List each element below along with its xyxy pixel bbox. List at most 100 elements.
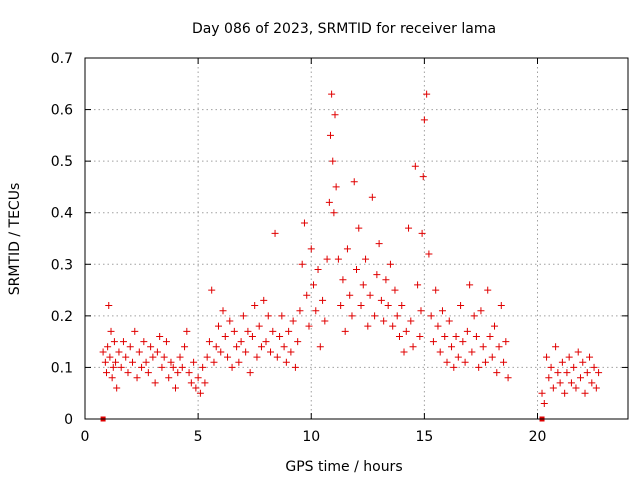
data-point <box>181 343 189 351</box>
y-tick-label: 0.7 <box>51 51 73 67</box>
data-point <box>178 363 186 371</box>
data-point <box>267 348 275 356</box>
data-point <box>328 90 336 98</box>
data-point <box>278 312 286 320</box>
data-point <box>417 307 425 315</box>
data-point <box>319 296 327 304</box>
data-point <box>547 363 555 371</box>
data-point <box>269 327 277 335</box>
data-point <box>357 302 365 310</box>
data-point <box>479 343 487 351</box>
data-point <box>246 369 254 377</box>
data-point <box>348 312 356 320</box>
data-point <box>185 369 193 377</box>
data-point <box>271 229 279 237</box>
data-point <box>393 312 401 320</box>
x-tick-label: 5 <box>194 429 203 445</box>
data-point <box>590 363 598 371</box>
data-point <box>563 369 571 377</box>
data-point <box>151 379 159 387</box>
data-point <box>545 374 553 382</box>
data-point <box>235 358 243 366</box>
data-point <box>201 379 209 387</box>
data-point <box>105 302 113 310</box>
data-point <box>576 374 584 382</box>
data-point <box>174 369 182 377</box>
data-point <box>504 374 512 382</box>
data-point <box>468 348 476 356</box>
data-point <box>153 348 161 356</box>
data-point <box>140 338 148 346</box>
data-point <box>368 193 376 201</box>
data-point <box>169 363 177 371</box>
data-point <box>257 343 265 351</box>
data-point <box>481 358 489 366</box>
data-point <box>208 286 216 294</box>
data-point <box>115 348 123 356</box>
y-tick-label: 0.3 <box>51 257 73 273</box>
data-point <box>567 379 575 387</box>
y-axis-label: SRMTID / TECUs <box>7 183 23 296</box>
data-point <box>549 384 557 392</box>
data-point <box>556 379 564 387</box>
data-point <box>285 327 293 335</box>
data-point <box>343 245 351 253</box>
data-point <box>107 327 115 335</box>
data-point <box>264 312 272 320</box>
data-point <box>172 384 179 392</box>
data-point <box>176 353 184 361</box>
axis-ticks: 0 5 10 15 20 0 0.1 0.2 0.3 0.4 0.5 0.6 0.7 <box>51 51 628 445</box>
data-point <box>382 276 390 284</box>
data-point <box>242 348 250 356</box>
data-point <box>427 312 435 320</box>
data-point <box>461 358 469 366</box>
data-point <box>434 322 442 330</box>
data-point <box>407 317 415 325</box>
x-axis-label: GPS time / hours <box>285 459 402 475</box>
data-point <box>233 343 241 351</box>
data-point <box>418 229 426 237</box>
data-point <box>303 291 311 299</box>
data-point <box>298 260 306 268</box>
data-point <box>595 369 603 377</box>
data-point <box>423 90 431 98</box>
data-point <box>244 327 252 335</box>
data-point <box>502 338 510 346</box>
x-tick-label: 15 <box>415 429 433 445</box>
data-point <box>205 338 213 346</box>
data-point <box>187 379 195 387</box>
data-point <box>119 338 127 346</box>
data-point <box>212 343 220 351</box>
data-point <box>239 312 247 320</box>
data-point <box>386 260 394 268</box>
data-point <box>445 317 453 325</box>
data-point <box>162 338 170 346</box>
data-point <box>262 338 270 346</box>
data-point <box>321 317 329 325</box>
data-point <box>104 343 112 351</box>
data-point <box>219 307 227 315</box>
data-point <box>579 358 587 366</box>
x-tick-label: 0 <box>81 429 90 445</box>
data-point <box>450 363 458 371</box>
data-point <box>149 353 157 361</box>
data-point <box>230 327 238 335</box>
data-point <box>138 363 146 371</box>
data-point <box>395 332 403 340</box>
data-point <box>371 312 379 320</box>
y-tick-label: 0.2 <box>51 309 73 325</box>
data-point <box>380 317 388 325</box>
data-point <box>210 358 218 366</box>
data-point <box>312 307 320 315</box>
data-point <box>101 358 109 366</box>
data-point <box>459 338 467 346</box>
data-point <box>355 224 363 232</box>
x-tick-label: 20 <box>529 429 547 445</box>
y-tick-label: 0 <box>64 412 73 428</box>
data-point <box>160 353 168 361</box>
data-point <box>99 348 107 356</box>
data-point <box>147 343 155 351</box>
y-tick-label: 0.1 <box>51 360 73 376</box>
data-point <box>214 322 222 330</box>
data-point <box>552 343 560 351</box>
